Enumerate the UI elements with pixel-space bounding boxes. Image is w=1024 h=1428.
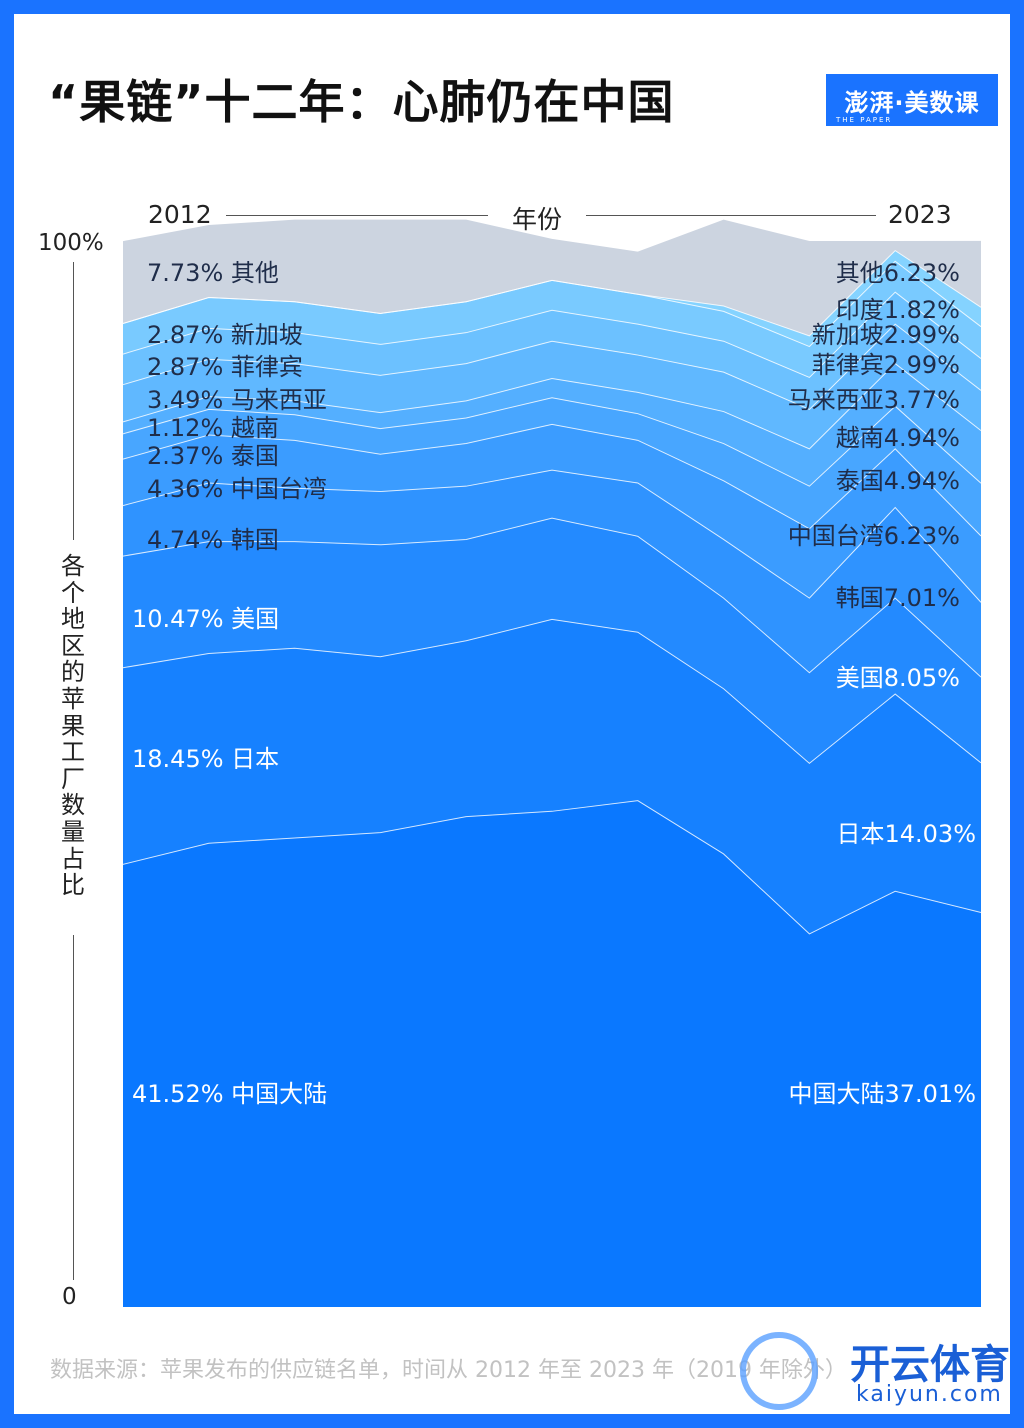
publisher-logo: 澎湃·美数课 THE PAPER <box>826 74 998 126</box>
band-boundary-5 <box>122 397 982 487</box>
chart-title: “果链”十二年：心肺仍在中国 <box>48 75 675 129</box>
y-axis-bottom-label: 0 <box>62 1284 77 1310</box>
area-band-5 <box>123 397 981 536</box>
band-boundary-1 <box>122 618 982 764</box>
series-start-label: 2.87% 菲律宾 <box>147 353 303 381</box>
series-end-label: 泰国4.94% <box>836 467 960 495</box>
band-boundary-10 <box>122 249 982 337</box>
x-axis-end-label: 2023 <box>888 200 952 229</box>
y-axis-line-bottom <box>73 935 74 1280</box>
series-end-label: 美国8.05% <box>836 664 960 692</box>
band-boundary-7 <box>122 323 982 411</box>
area-band-9 <box>123 261 981 378</box>
x-axis-start-label: 2012 <box>148 200 212 229</box>
series-end-label: 日本14.03% <box>836 820 976 848</box>
area-band-11 <box>123 219 981 336</box>
series-end-label: 马来西亚3.77% <box>788 386 960 414</box>
series-end-label: 其他6.23% <box>836 259 960 287</box>
band-boundary-3 <box>122 469 982 603</box>
series-end-label: 新加坡2.99% <box>812 321 960 349</box>
y-axis-line-top <box>73 262 74 540</box>
series-end-label: 韩国7.01% <box>836 584 960 612</box>
watermark-subtext: kaiyun.com <box>856 1382 1003 1407</box>
data-source-note: 数据来源：苹果发布的供应链名单，时间从 2012 年至 2023 年（2019 … <box>50 1358 847 1383</box>
band-boundary-4 <box>122 423 982 537</box>
series-start-label: 18.45% 日本 <box>132 745 279 773</box>
series-end-label: 印度1.82% <box>836 296 960 324</box>
series-start-label: 4.74% 韩国 <box>147 526 279 554</box>
series-start-label: 7.73% 其他 <box>147 259 279 287</box>
series-start-label: 2.87% 新加坡 <box>147 321 303 349</box>
series-start-label: 4.36% 中国台湾 <box>147 475 327 503</box>
area-band-8 <box>123 292 981 410</box>
series-end-label: 中国大陆37.01% <box>788 1080 976 1108</box>
series-end-label: 越南4.94% <box>836 424 960 452</box>
x-axis-title: 年份 <box>512 205 563 234</box>
series-start-label: 41.52% 中国大陆 <box>132 1080 327 1108</box>
y-axis-title: 各个地区的苹果工厂数量占比 <box>61 552 85 900</box>
area-band-10 <box>123 250 981 347</box>
band-boundary-2 <box>122 517 982 678</box>
series-start-label: 3.49% 马来西亚 <box>147 386 327 414</box>
area-band-2 <box>123 518 981 764</box>
watermark-text: 开云体育 <box>850 1342 1010 1388</box>
y-axis-top-label: 100% <box>38 230 104 256</box>
area-band-1 <box>123 619 981 934</box>
x-axis-line-right <box>586 215 876 216</box>
area-band-7 <box>123 324 981 449</box>
band-boundary-8 <box>122 291 982 379</box>
logo-subtext: THE PAPER <box>836 116 893 124</box>
series-start-label: 1.12% 越南 <box>147 414 279 442</box>
logo-text: 澎湃·美数课 <box>844 88 980 117</box>
x-axis-line-left <box>226 215 488 216</box>
area-band-6 <box>123 363 981 487</box>
area-band-3 <box>123 470 981 678</box>
series-end-label: 中国台湾6.23% <box>788 522 960 550</box>
series-start-label: 2.37% 泰国 <box>147 442 279 470</box>
series-end-label: 菲律宾2.99% <box>812 351 960 379</box>
band-boundary-0 <box>122 800 982 935</box>
watermark-logo-icon <box>740 1332 818 1410</box>
band-boundary-6 <box>122 362 982 450</box>
area-band-4 <box>123 424 981 603</box>
area-band-0 <box>123 800 981 1307</box>
series-start-label: 10.47% 美国 <box>132 605 279 633</box>
